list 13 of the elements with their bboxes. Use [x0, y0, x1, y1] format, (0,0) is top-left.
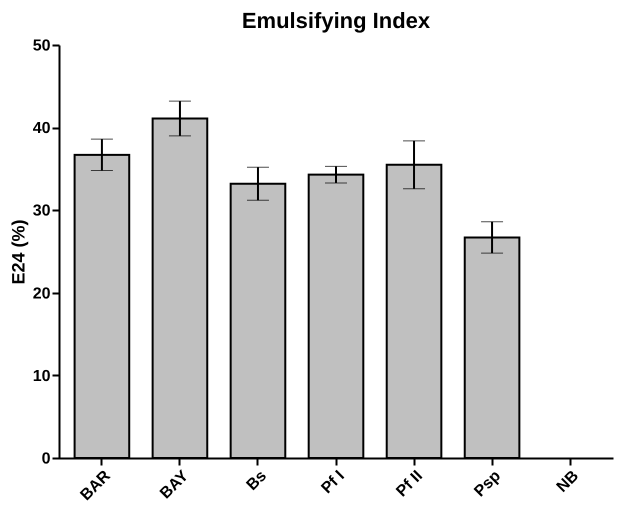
- chart-title: Emulsifying Index: [242, 8, 431, 33]
- x-tick-label: Pf II: [393, 468, 426, 500]
- y-tick-label: 0: [42, 450, 51, 468]
- x-tick-label: NB: [554, 468, 582, 496]
- y-axis-title: E24 (%): [8, 219, 29, 285]
- y-tick-label: 10: [32, 368, 51, 385]
- y-tick-label: 40: [32, 120, 51, 138]
- x-tick-label: Psp: [471, 467, 504, 500]
- x-tick-label: Bs: [244, 467, 270, 494]
- y-tick-label: 30: [32, 202, 51, 220]
- x-tick-label: Pf I: [318, 468, 348, 498]
- y-tick-label: 50: [32, 38, 51, 54]
- y-tick-label: 20: [32, 285, 51, 302]
